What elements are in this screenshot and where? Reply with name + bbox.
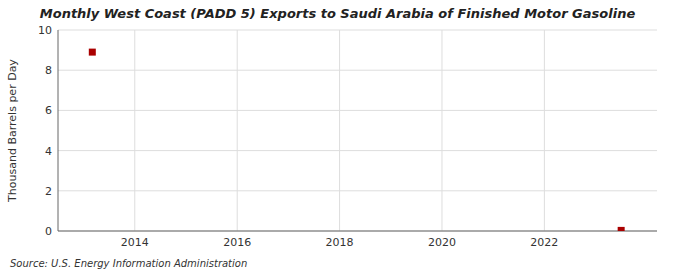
x-grid-line bbox=[134, 30, 135, 231]
y-tick-label: 10 bbox=[38, 24, 52, 37]
y-tick-label: 0 bbox=[45, 225, 52, 238]
y-tick-label: 6 bbox=[45, 104, 52, 117]
x-tick-label: 2018 bbox=[326, 236, 354, 249]
y-grid-line bbox=[58, 231, 657, 232]
y-tick-label: 2 bbox=[45, 185, 52, 198]
x-axis-line bbox=[58, 231, 657, 232]
grid bbox=[58, 30, 657, 231]
x-grid-line bbox=[544, 30, 545, 231]
point bbox=[89, 49, 96, 56]
x-grid-line bbox=[339, 30, 340, 231]
x-tick-label: 2014 bbox=[121, 236, 149, 249]
chart: 2014 2016 2018 2020 2022 0 2 4 6 8 10 Monthly West … bbox=[0, 0, 675, 275]
y-grid-line bbox=[58, 30, 657, 31]
y-grid-line bbox=[58, 150, 657, 151]
x-grid-line bbox=[441, 30, 442, 231]
x-grid-line bbox=[237, 30, 238, 231]
y-grid-line bbox=[58, 190, 657, 191]
x-tick-label: 2016 bbox=[223, 236, 251, 249]
title: Monthly West Coast (PADD 5) Exports to S… bbox=[40, 6, 636, 21]
chart-container: 2014 2016 2018 2020 2022 0 2 4 6 8 10 Monthly West … bbox=[0, 0, 675, 275]
x-tick-label: 2022 bbox=[530, 236, 558, 249]
y-grid-line bbox=[58, 110, 657, 111]
x-tick-label: 2020 bbox=[428, 236, 456, 249]
annotation: Source: U.S. Energy Information Administ… bbox=[10, 258, 247, 269]
y-tick-label: 8 bbox=[45, 64, 52, 77]
y-grid-line bbox=[58, 70, 657, 71]
y-axis-line bbox=[58, 30, 59, 231]
marks bbox=[89, 49, 625, 231]
y-tick-label: 4 bbox=[45, 145, 52, 158]
point bbox=[618, 227, 625, 231]
y-axis-label: Thousand Barrels per Day bbox=[6, 59, 19, 203]
tick-labels: 2014 2016 2018 2020 2022 0 2 4 6 8 10 bbox=[38, 24, 558, 249]
